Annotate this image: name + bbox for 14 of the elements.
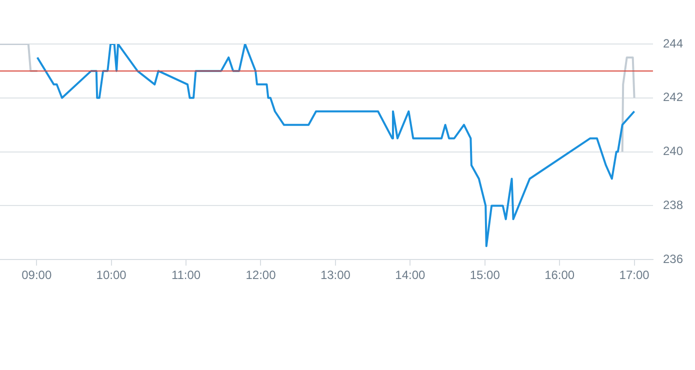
x-tick-label: 10:00 (96, 268, 127, 282)
y-tick-label: 244 (662, 36, 684, 50)
x-tick-label: 12:00 (246, 268, 276, 282)
x-tick-label: 17:00 (619, 268, 650, 282)
y-tick-label: 238 (662, 198, 684, 212)
x-tick-label: 14:00 (395, 268, 426, 282)
x-tick-label: 09:00 (22, 268, 52, 282)
y-tick-label: 236 (662, 252, 684, 266)
x-tick-label: 13:00 (320, 268, 351, 282)
x-tick-label: 11:00 (171, 268, 201, 282)
x-tick-label: 15:00 (470, 268, 500, 282)
y-tick-label: 242 (662, 90, 684, 104)
x-tick-label: 16:00 (544, 268, 575, 282)
y-tick-label: 240 (662, 144, 684, 158)
